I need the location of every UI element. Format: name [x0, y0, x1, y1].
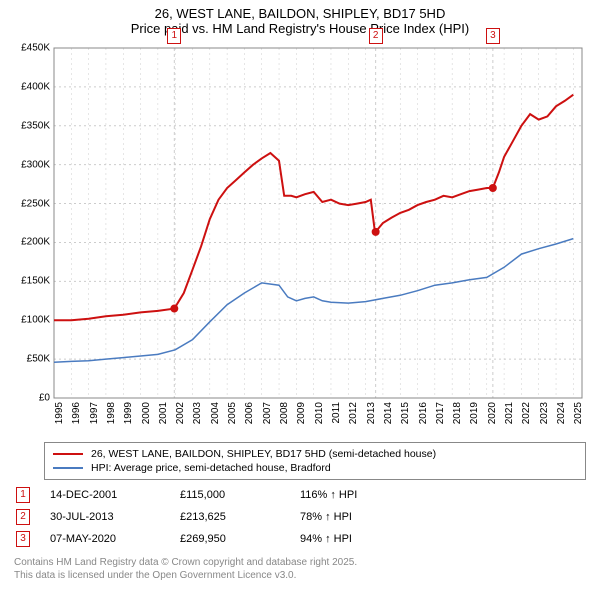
x-tick-label: 2006 — [244, 402, 255, 424]
sale-row-marker: 2 — [16, 509, 30, 525]
legend-row: HPI: Average price, semi-detached house,… — [53, 461, 577, 475]
legend-swatch — [53, 467, 83, 469]
sale-price: £115,000 — [180, 489, 300, 501]
sales-table: 1 14-DEC-2001£115,000116% ↑ HPI 2 30-JUL-20… — [14, 484, 586, 550]
y-tick-label: £150K — [21, 276, 50, 287]
y-tick-label: £250K — [21, 198, 50, 209]
sale-date: 14-DEC-2001 — [50, 489, 180, 501]
y-axis: £0£50K£100K£150K£200K£250K£300K£350K£400… — [10, 48, 54, 398]
x-tick-label: 2015 — [400, 402, 411, 424]
sale-row-marker: 3 — [16, 531, 30, 547]
x-tick-label: 2010 — [314, 402, 325, 424]
footer-line1: Contains HM Land Registry data © Crown c… — [14, 556, 586, 569]
sale-marker-2: 2 — [369, 28, 383, 44]
x-tick-label: 2007 — [262, 402, 273, 424]
x-tick-label: 2025 — [573, 402, 584, 424]
x-tick-label: 2022 — [521, 402, 532, 424]
x-tick-label: 2018 — [452, 402, 463, 424]
x-tick-label: 2012 — [348, 402, 359, 424]
x-tick-label: 2019 — [469, 402, 480, 424]
y-tick-label: £200K — [21, 237, 50, 248]
x-tick-label: 2024 — [556, 402, 567, 424]
y-tick-label: £300K — [21, 159, 50, 170]
title-block: 26, WEST LANE, BAILDON, SHIPLEY, BD17 5H… — [0, 0, 600, 38]
x-tick-label: 2020 — [487, 402, 498, 424]
sale-row: 2 30-JUL-2013£213,62578% ↑ HPI — [14, 506, 586, 528]
sale-row: 1 14-DEC-2001£115,000116% ↑ HPI — [14, 484, 586, 506]
x-tick-label: 1996 — [71, 402, 82, 424]
x-tick-label: 1998 — [106, 402, 117, 424]
legend-label: HPI: Average price, semi-detached house,… — [91, 462, 331, 474]
title-address: 26, WEST LANE, BAILDON, SHIPLEY, BD17 5H… — [0, 6, 600, 21]
x-axis: 1995 1996 1997 1998 1999 2000 2001 2002 2003 2004… — [54, 398, 582, 438]
x-tick-label: 2003 — [192, 402, 203, 424]
footer: Contains HM Land Registry data © Crown c… — [14, 556, 586, 582]
y-tick-label: £50K — [27, 354, 50, 365]
x-tick-label: 1995 — [54, 402, 65, 424]
sale-price: £269,950 — [180, 533, 300, 545]
x-tick-label: 2005 — [227, 402, 238, 424]
x-tick-label: 2008 — [279, 402, 290, 424]
y-tick-label: £350K — [21, 120, 50, 131]
sale-date: 30-JUL-2013 — [50, 511, 180, 523]
legend-swatch — [53, 453, 83, 455]
y-tick-label: £100K — [21, 315, 50, 326]
sale-marker-3: 3 — [486, 28, 500, 44]
x-tick-label: 1999 — [123, 402, 134, 424]
x-tick-label: 2011 — [331, 402, 342, 424]
x-tick-label: 2000 — [141, 402, 152, 424]
sale-marker-1: 1 — [167, 28, 181, 44]
x-tick-label: 2017 — [435, 402, 446, 424]
x-tick-label: 2004 — [210, 402, 221, 424]
x-tick-label: 2013 — [366, 402, 377, 424]
chart-area: £0 £50K £100K £150K £200K £250K £300K £350K £400… — [10, 38, 590, 438]
sale-hpi: 78% ↑ HPI — [300, 511, 420, 523]
sale-hpi: 116% ↑ HPI — [300, 489, 420, 501]
x-tick-label: 2001 — [158, 402, 169, 424]
x-tick-label: 2016 — [418, 402, 429, 424]
sale-price: £213,625 — [180, 511, 300, 523]
x-tick-label: 2014 — [383, 402, 394, 424]
title-subtitle: Price paid vs. HM Land Registry's House … — [0, 21, 600, 36]
chart-container: 26, WEST LANE, BAILDON, SHIPLEY, BD17 5H… — [0, 0, 600, 590]
footer-line2: This data is licensed under the Open Gov… — [14, 569, 586, 582]
y-tick-label: £450K — [21, 43, 50, 54]
plot-svg — [54, 48, 582, 398]
x-tick-label: 2023 — [539, 402, 550, 424]
y-tick-label: £400K — [21, 81, 50, 92]
x-tick-label: 2021 — [504, 402, 515, 424]
x-tick-label: 2009 — [296, 402, 307, 424]
sale-row: 3 07-MAY-2020£269,95094% ↑ HPI — [14, 528, 586, 550]
sale-hpi: 94% ↑ HPI — [300, 533, 420, 545]
x-tick-label: 2002 — [175, 402, 186, 424]
sale-date: 07-MAY-2020 — [50, 533, 180, 545]
sale-row-marker: 1 — [16, 487, 30, 503]
y-tick-label: £0 — [39, 393, 50, 404]
legend: 26, WEST LANE, BAILDON, SHIPLEY, BD17 5H… — [44, 442, 586, 480]
x-tick-label: 1997 — [89, 402, 100, 424]
legend-row: 26, WEST LANE, BAILDON, SHIPLEY, BD17 5H… — [53, 447, 577, 461]
plot: 123 — [54, 48, 582, 398]
legend-label: 26, WEST LANE, BAILDON, SHIPLEY, BD17 5H… — [91, 448, 436, 460]
